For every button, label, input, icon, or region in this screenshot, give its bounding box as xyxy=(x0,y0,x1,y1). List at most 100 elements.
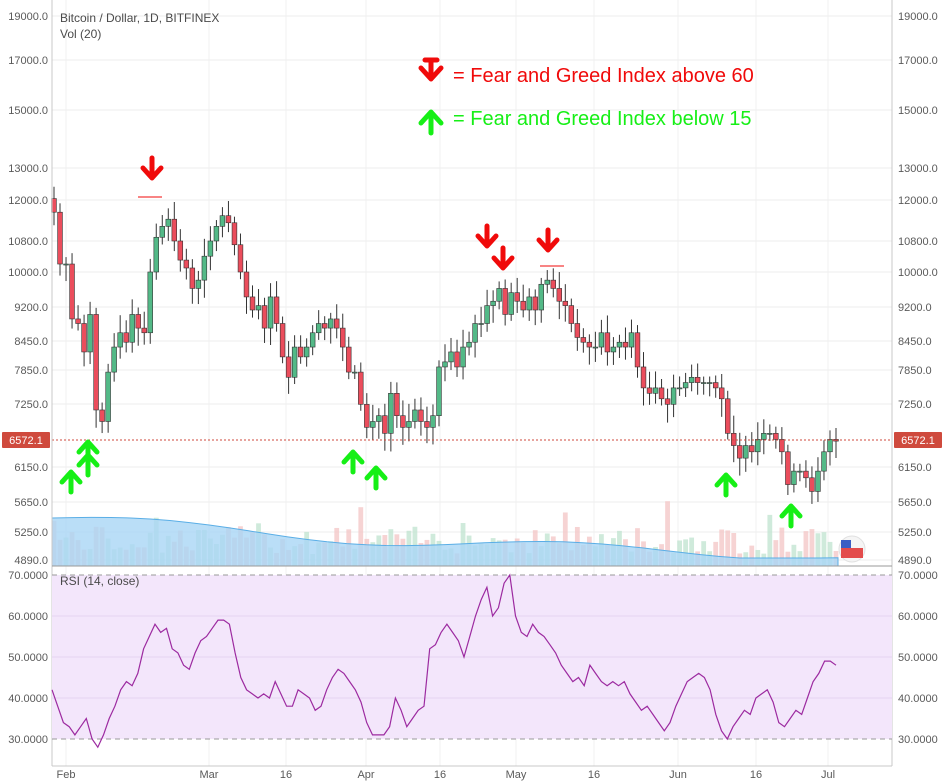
candle xyxy=(171,218,178,242)
price-tick-right: 5250.0 xyxy=(898,527,932,539)
greed-marker-arrow-up xyxy=(341,449,365,475)
rsi-tick-right: 50.0000 xyxy=(898,652,938,664)
time-axis: Feb Mar 16 Apr 16 May 16 Jun 16 Jul xyxy=(57,769,836,781)
volume-bar xyxy=(791,544,797,566)
candle xyxy=(105,371,111,422)
candle xyxy=(57,211,63,265)
volume-bar xyxy=(773,540,779,566)
candle xyxy=(81,323,87,353)
time-tick: Feb xyxy=(57,769,76,781)
volume-bar xyxy=(562,512,568,566)
price-tick-left: 6150.0 xyxy=(14,462,48,474)
legend-fear-label: = Fear and Greed Index above 60 xyxy=(453,65,754,87)
candle xyxy=(418,409,424,422)
price-tick-left: 4890.0 xyxy=(14,555,48,567)
candle xyxy=(430,415,436,428)
time-tick: 16 xyxy=(588,769,600,781)
candle xyxy=(472,323,478,343)
candle xyxy=(634,332,641,368)
volume-bar xyxy=(701,541,707,566)
volume-bar xyxy=(827,541,833,566)
candle xyxy=(424,421,430,428)
candle xyxy=(261,305,268,329)
price-tick-right: 8450.0 xyxy=(898,336,932,348)
volume-label: Vol (20) xyxy=(60,27,101,41)
candle xyxy=(388,393,394,434)
candle xyxy=(153,236,159,273)
rsi-tick-left: 40.0000 xyxy=(8,693,48,705)
candle xyxy=(237,244,244,273)
candle xyxy=(622,341,629,348)
greed-marker-arrow-up xyxy=(364,465,388,491)
price-tick-right: 5650.0 xyxy=(898,497,932,509)
candle xyxy=(610,346,617,353)
volume-bar xyxy=(358,507,364,566)
candle xyxy=(520,300,526,311)
candle xyxy=(532,296,538,311)
rsi-tick-right: 70.0000 xyxy=(898,570,938,582)
candle xyxy=(442,361,448,368)
time-tick: 16 xyxy=(750,769,762,781)
candle xyxy=(580,337,587,343)
last-price-badge-left: 6572.1 xyxy=(2,432,50,448)
price-tick-right: 10800.0 xyxy=(898,236,938,248)
time-tick: Jun xyxy=(669,769,687,781)
candle xyxy=(340,327,346,348)
candle xyxy=(646,387,653,394)
price-tick-right: 7850.0 xyxy=(898,365,932,377)
price-tick-left: 8450.0 xyxy=(14,336,48,348)
candle xyxy=(568,305,575,324)
candle xyxy=(592,346,599,349)
volume-bar xyxy=(779,527,785,566)
candle xyxy=(141,327,147,334)
candle xyxy=(544,279,550,285)
candle xyxy=(436,366,442,416)
candle xyxy=(382,415,388,434)
candle xyxy=(821,451,827,472)
time-tick: 16 xyxy=(280,769,292,781)
price-tick-left: 17000.0 xyxy=(8,55,48,67)
candle xyxy=(725,398,731,434)
candle xyxy=(514,292,520,302)
candle xyxy=(791,470,797,485)
candle xyxy=(719,387,725,400)
fear-marker-arrow-down xyxy=(536,227,560,253)
greed-marker-arrow-up xyxy=(59,469,83,495)
candle xyxy=(743,445,749,459)
sentiment-markers xyxy=(59,155,803,529)
legend-fear-icon xyxy=(418,57,444,82)
candle xyxy=(556,288,562,302)
candle xyxy=(394,393,400,416)
candle xyxy=(676,387,683,390)
candle xyxy=(448,351,454,363)
price-tick-left: 7250.0 xyxy=(14,399,48,411)
candle xyxy=(231,222,238,246)
candle xyxy=(496,288,502,302)
candle xyxy=(731,433,737,446)
svg-text:6572.1: 6572.1 xyxy=(901,435,935,447)
candle xyxy=(478,323,484,325)
price-tick-right: 13000.0 xyxy=(898,163,938,175)
candle xyxy=(670,387,677,405)
candle xyxy=(803,470,809,479)
candle xyxy=(737,445,743,459)
candle xyxy=(135,314,141,329)
candle xyxy=(538,283,544,311)
price-tick-left: 12000.0 xyxy=(8,195,48,207)
price-tick-left: 15000.0 xyxy=(8,105,48,117)
volume-moving-average xyxy=(51,516,839,567)
candle xyxy=(315,323,322,334)
candle xyxy=(412,409,418,422)
price-tick-left: 13000.0 xyxy=(8,163,48,175)
candle xyxy=(225,215,232,224)
candle xyxy=(755,439,761,453)
candle xyxy=(291,346,298,378)
candle xyxy=(700,382,707,384)
candle xyxy=(195,279,202,289)
volume-bar xyxy=(731,532,737,566)
rsi-tick-left: 70.0000 xyxy=(8,570,48,582)
volume-bar xyxy=(689,537,695,566)
price-tick-right: 7250.0 xyxy=(898,399,932,411)
price-tick-left: 5650.0 xyxy=(14,497,48,509)
candle xyxy=(328,318,334,329)
